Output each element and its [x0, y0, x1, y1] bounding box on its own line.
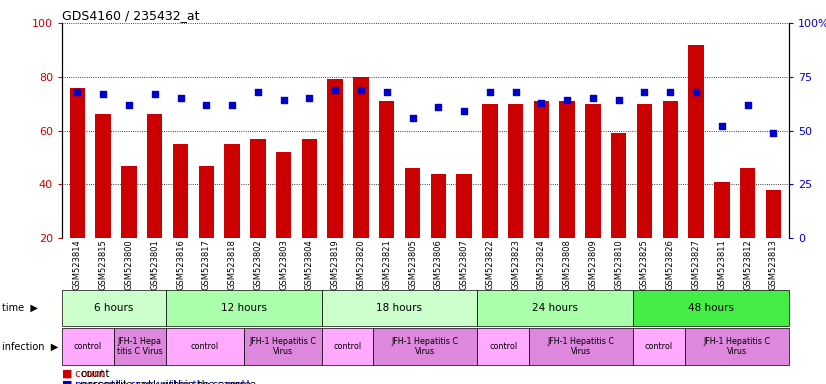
- Text: 24 hours: 24 hours: [532, 303, 578, 313]
- Point: [534, 99, 548, 106]
- Point: [741, 102, 754, 108]
- Bar: [637, 104, 653, 238]
- Text: JFH-1 Hepa
titis C Virus: JFH-1 Hepa titis C Virus: [117, 337, 163, 356]
- Bar: [662, 101, 678, 238]
- Bar: [482, 104, 497, 238]
- Bar: [96, 114, 111, 238]
- Text: JFH-1 Hepatitis C
Virus: JFH-1 Hepatitis C Virus: [548, 337, 615, 356]
- Bar: [633, 290, 789, 326]
- Bar: [685, 328, 789, 365]
- Bar: [114, 328, 166, 365]
- Point: [483, 89, 496, 95]
- Bar: [430, 174, 446, 238]
- Point: [303, 95, 316, 101]
- Bar: [250, 139, 266, 238]
- Bar: [62, 290, 166, 326]
- Text: ■: ■: [62, 380, 73, 384]
- Bar: [477, 290, 633, 326]
- Bar: [534, 101, 549, 238]
- Text: ■: ■: [62, 369, 73, 379]
- Point: [354, 87, 368, 93]
- Text: infection  ▶: infection ▶: [2, 341, 58, 352]
- Bar: [62, 328, 114, 365]
- Bar: [714, 182, 729, 238]
- Bar: [173, 144, 188, 238]
- Bar: [559, 101, 575, 238]
- Point: [277, 98, 290, 104]
- Point: [71, 89, 84, 95]
- Point: [174, 95, 188, 101]
- Bar: [321, 290, 477, 326]
- Bar: [327, 79, 343, 238]
- Text: 6 hours: 6 hours: [94, 303, 134, 313]
- Point: [663, 89, 676, 95]
- Bar: [166, 328, 244, 365]
- Point: [690, 89, 703, 95]
- Point: [767, 130, 780, 136]
- Bar: [321, 328, 373, 365]
- Text: GDS4160 / 235432_at: GDS4160 / 235432_at: [62, 9, 199, 22]
- Bar: [508, 104, 524, 238]
- Point: [406, 114, 419, 121]
- Bar: [379, 101, 395, 238]
- Point: [148, 91, 161, 97]
- Bar: [405, 168, 420, 238]
- Bar: [611, 133, 626, 238]
- Text: control: control: [334, 342, 362, 351]
- Text: JFH-1 Hepatitis C
Virus: JFH-1 Hepatitis C Virus: [392, 337, 459, 356]
- Point: [561, 98, 574, 104]
- Point: [380, 89, 393, 95]
- Point: [715, 123, 729, 129]
- Bar: [456, 174, 472, 238]
- Text: 48 hours: 48 hours: [688, 303, 734, 313]
- Bar: [69, 88, 85, 238]
- Bar: [373, 328, 477, 365]
- Bar: [147, 114, 163, 238]
- Bar: [121, 166, 136, 238]
- Point: [329, 87, 342, 93]
- Point: [225, 102, 239, 108]
- Bar: [301, 139, 317, 238]
- Point: [97, 91, 110, 97]
- Text: time  ▶: time ▶: [2, 303, 37, 313]
- Bar: [225, 144, 240, 238]
- Text: ■ count: ■ count: [62, 369, 104, 379]
- Point: [612, 98, 625, 104]
- Bar: [354, 77, 368, 238]
- Text: ■ percentile rank within the sample: ■ percentile rank within the sample: [62, 380, 251, 384]
- Text: JFH-1 Hepatitis C
Virus: JFH-1 Hepatitis C Virus: [249, 337, 316, 356]
- Point: [638, 89, 651, 95]
- Bar: [688, 45, 704, 238]
- Text: control: control: [645, 342, 673, 351]
- Bar: [633, 328, 685, 365]
- Point: [200, 102, 213, 108]
- Point: [509, 89, 522, 95]
- Text: count: count: [80, 369, 110, 379]
- Bar: [529, 328, 633, 365]
- Text: percentile rank within the sample: percentile rank within the sample: [80, 380, 256, 384]
- Text: control: control: [74, 342, 102, 351]
- Point: [458, 108, 471, 114]
- Point: [122, 102, 135, 108]
- Text: 12 hours: 12 hours: [221, 303, 267, 313]
- Text: 18 hours: 18 hours: [377, 303, 422, 313]
- Point: [251, 89, 264, 95]
- Bar: [198, 166, 214, 238]
- Text: control: control: [191, 342, 219, 351]
- Bar: [166, 290, 321, 326]
- Text: control: control: [489, 342, 517, 351]
- Text: JFH-1 Hepatitis C
Virus: JFH-1 Hepatitis C Virus: [704, 337, 771, 356]
- Bar: [276, 152, 292, 238]
- Bar: [244, 328, 321, 365]
- Point: [586, 95, 600, 101]
- Bar: [766, 190, 781, 238]
- Bar: [477, 328, 529, 365]
- Bar: [585, 104, 601, 238]
- Point: [432, 104, 445, 110]
- Bar: [740, 168, 755, 238]
